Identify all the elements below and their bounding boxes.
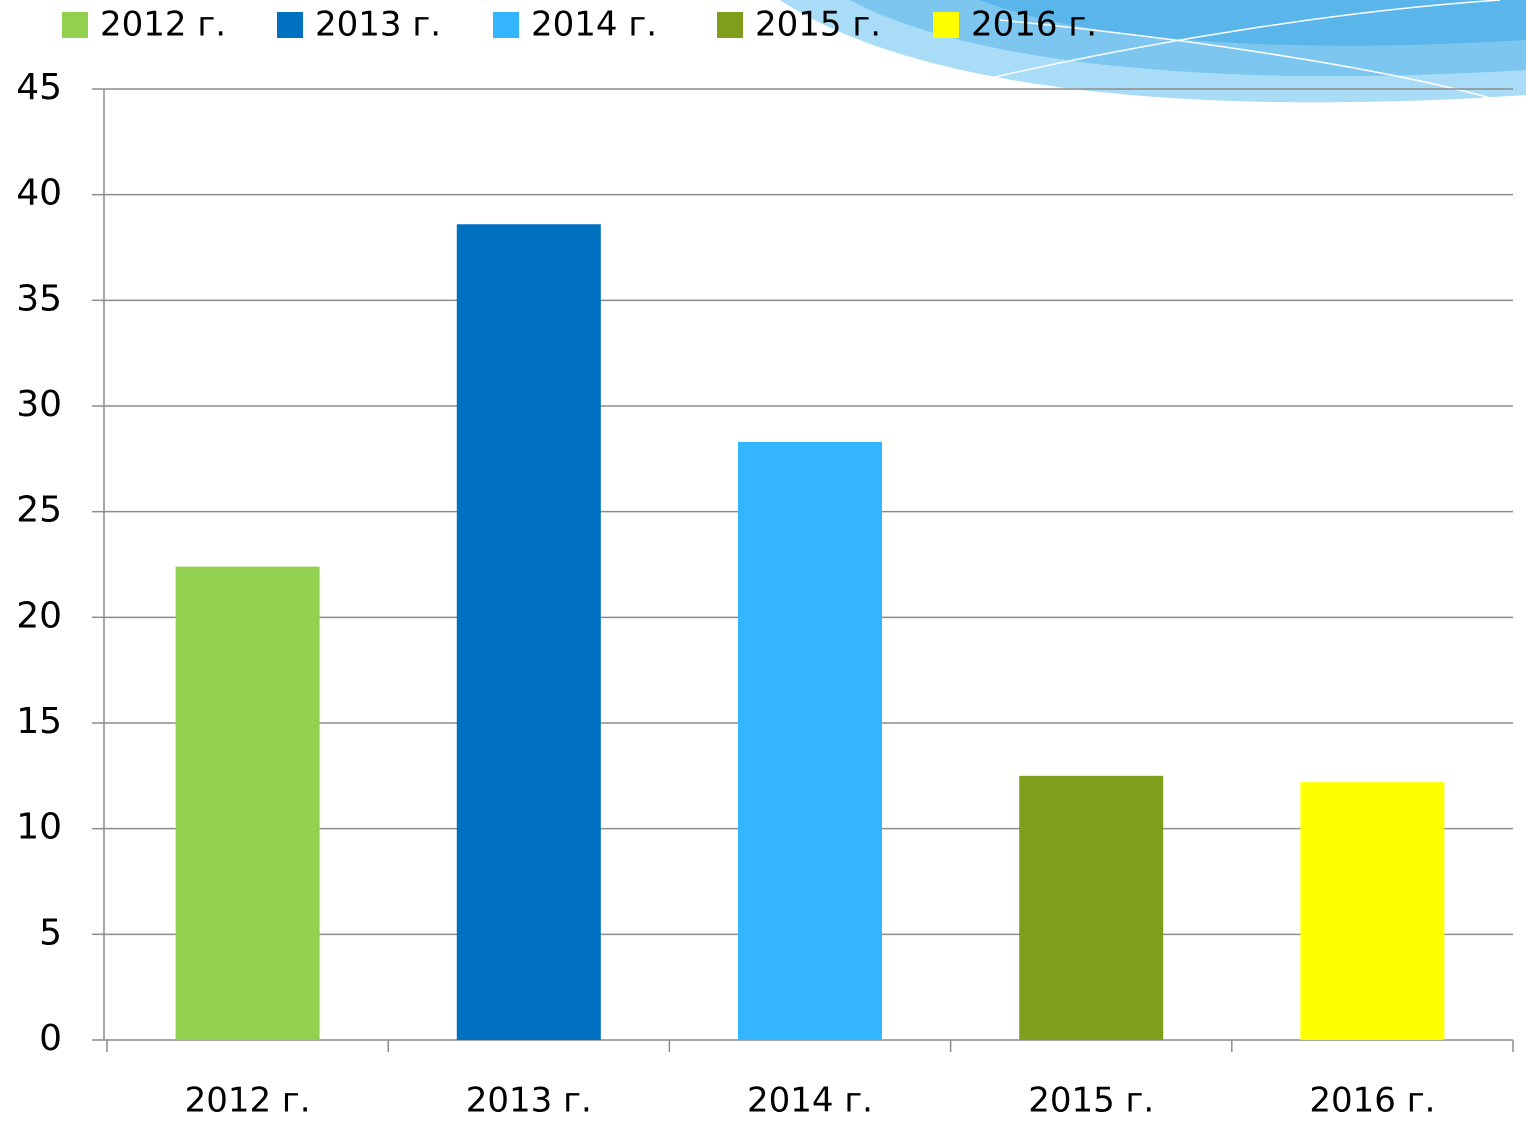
bar	[176, 567, 320, 1040]
x-tick-label: 2016 г.	[1309, 1081, 1435, 1121]
x-tick-label: 2014 г.	[747, 1081, 873, 1121]
bar	[1019, 776, 1163, 1040]
bar	[457, 224, 601, 1040]
y-tick-label: 20	[16, 595, 62, 636]
y-tick-label: 15	[16, 701, 62, 742]
x-tick-label: 2015 г.	[1028, 1081, 1154, 1121]
x-tick-label: 2013 г.	[466, 1081, 592, 1121]
bar	[1300, 782, 1444, 1040]
bar	[738, 442, 882, 1040]
chart: 0 5 10 15 20 25 30 35 40 45 2012 г. 2013 г. 2014 г. 2…	[0, 0, 1526, 1127]
y-tick-label: 5	[39, 912, 62, 953]
y-tick-label: 40	[16, 173, 62, 214]
legend-label: 2014 г.	[531, 5, 657, 45]
legend-label: 2013 г.	[315, 5, 441, 45]
legend-label: 2016 г.	[971, 5, 1097, 45]
y-tick-label: 10	[16, 807, 62, 848]
y-tick-label: 25	[16, 490, 62, 531]
legend-swatch	[277, 12, 303, 38]
legend-swatch	[717, 12, 743, 38]
legend-swatch	[62, 12, 88, 38]
legend-swatch	[933, 12, 959, 38]
y-tick-label: 45	[16, 67, 62, 108]
y-tick-label: 0	[39, 1018, 62, 1059]
x-tick-label: 2012 г.	[185, 1081, 311, 1121]
legend-swatch	[493, 12, 519, 38]
y-tick-label: 30	[16, 384, 62, 425]
legend-label: 2015 г.	[755, 5, 881, 45]
y-tick-label: 35	[16, 278, 62, 319]
legend-label: 2012 г.	[100, 5, 226, 45]
